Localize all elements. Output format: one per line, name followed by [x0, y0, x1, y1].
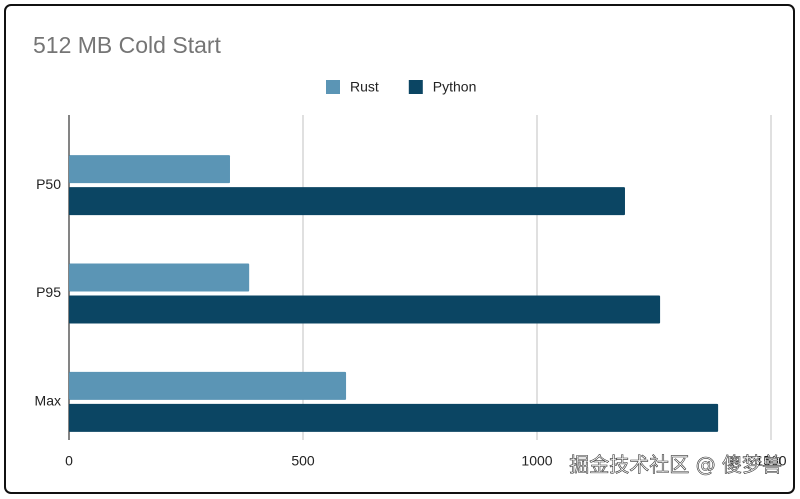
x-tick-label: 0 — [65, 453, 73, 469]
legend-swatch — [326, 80, 340, 94]
frame — [4, 4, 795, 494]
y-tick-label: P95 — [36, 284, 61, 300]
x-tick-label: 1000 — [521, 453, 552, 469]
bar — [69, 263, 250, 292]
bar — [69, 403, 719, 432]
bar — [69, 187, 625, 216]
bar — [69, 371, 347, 400]
chart-title: 512 MB Cold Start — [33, 32, 222, 58]
x-tick-label: 1500 — [755, 453, 786, 469]
watermark: 掘金技术社区 @ 傻梦兽 — [569, 453, 782, 477]
y-tick-label: Max — [35, 393, 61, 409]
y-tick-label: P50 — [36, 176, 61, 192]
bar — [69, 155, 230, 184]
legend-label: Python — [433, 79, 477, 95]
x-tick-label: 500 — [291, 453, 315, 469]
legend-swatch — [408, 80, 423, 94]
legend-label: Rust — [350, 79, 379, 95]
bar — [69, 295, 661, 324]
